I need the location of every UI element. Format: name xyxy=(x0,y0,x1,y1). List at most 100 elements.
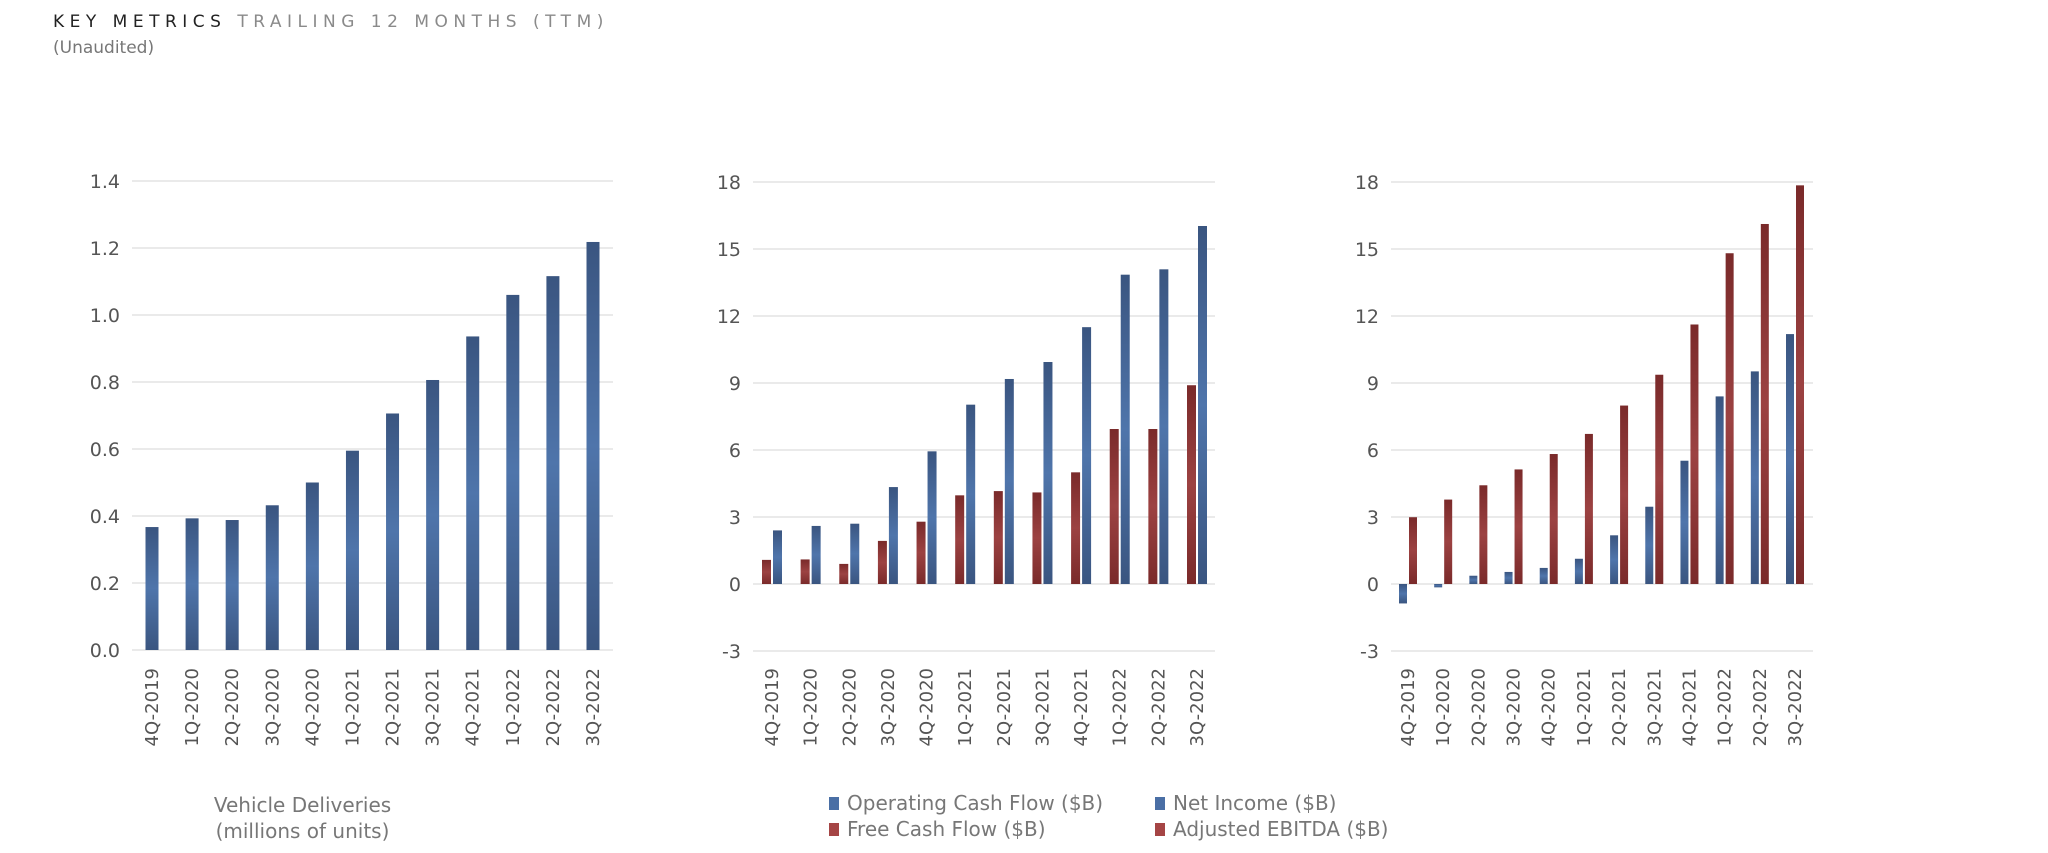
bar-red xyxy=(1655,374,1664,584)
title-main: KEY METRICS xyxy=(53,12,227,32)
y-tick-label: 18 xyxy=(1355,172,1379,194)
page-title: KEY METRICS TRAILING 12 MONTHS (TTM) xyxy=(53,12,609,32)
x-tick-label: 2Q-2020 xyxy=(839,668,860,746)
x-tick-label: 4Q-2019 xyxy=(1398,668,1419,746)
bar-blue xyxy=(1610,535,1619,584)
bar-blue xyxy=(811,525,821,584)
bar-red xyxy=(1409,517,1417,584)
x-tick-label: 2Q-2021 xyxy=(994,668,1015,746)
bar-blue xyxy=(1750,371,1759,584)
bar-red xyxy=(1032,492,1042,584)
x-tick-label: 1Q-2021 xyxy=(342,668,363,746)
bar-blue xyxy=(546,276,560,650)
y-tick-label: 0.8 xyxy=(90,372,120,394)
bar-blue xyxy=(345,450,359,650)
bar-blue xyxy=(1645,506,1654,584)
y-tick-label: 0.2 xyxy=(90,573,120,595)
x-tick-label: 1Q-2022 xyxy=(1110,668,1131,746)
y-tick-label: 0.4 xyxy=(90,506,120,528)
bar-blue xyxy=(386,413,400,650)
bar-blue xyxy=(966,404,976,584)
y-tick-label: 1.0 xyxy=(90,305,120,327)
bar-red xyxy=(1444,499,1453,584)
x-tick-label: 3Q-2022 xyxy=(583,668,604,746)
legend-label: Adjusted EBITDA ($B) xyxy=(1173,817,1389,841)
bar-red xyxy=(1796,185,1804,584)
unaudited-note: (Unaudited) xyxy=(53,38,155,58)
bar-red xyxy=(1690,324,1699,584)
bar-red xyxy=(762,559,771,584)
y-tick-label: 0.6 xyxy=(90,439,120,461)
legend-label: Free Cash Flow ($B) xyxy=(847,817,1046,841)
y-tick-label: 12 xyxy=(717,306,741,328)
x-tick-label: 3Q-2021 xyxy=(423,668,444,746)
bar-blue xyxy=(466,336,480,650)
y-tick-label: 15 xyxy=(717,239,741,261)
bar-blue xyxy=(145,527,159,650)
x-tick-label: 1Q-2022 xyxy=(503,668,524,746)
bar-red xyxy=(955,495,965,584)
bar-blue xyxy=(265,505,279,650)
bar-blue xyxy=(586,241,600,650)
bar-blue xyxy=(1198,225,1207,584)
bar-blue xyxy=(426,379,440,650)
bar-red xyxy=(1584,433,1593,584)
chart-caption: (millions of units) xyxy=(216,819,390,843)
bar-red xyxy=(1148,429,1158,584)
x-tick-label: 4Q-2021 xyxy=(463,668,484,746)
y-tick-label: 9 xyxy=(1367,373,1379,395)
y-tick-label: 3 xyxy=(1367,507,1379,529)
x-tick-label: 3Q-2021 xyxy=(1032,668,1053,746)
bar-blue xyxy=(1504,571,1513,584)
x-tick-label: 1Q-2020 xyxy=(182,668,203,746)
bar-red xyxy=(1549,454,1558,584)
chart-caption: Vehicle Deliveries xyxy=(214,793,391,817)
bar-blue xyxy=(1159,269,1169,584)
bar-red xyxy=(1479,485,1488,584)
x-tick-label: 2Q-2022 xyxy=(1750,668,1771,746)
bar-blue xyxy=(185,518,199,650)
bar-blue xyxy=(1680,460,1689,584)
bar-red xyxy=(839,563,849,584)
y-tick-label: 0 xyxy=(1367,574,1379,596)
bar-red xyxy=(1109,429,1119,584)
x-tick-label: 3Q-2020 xyxy=(1504,668,1525,746)
x-tick-label: 2Q-2020 xyxy=(1468,668,1489,746)
x-tick-label: 4Q-2021 xyxy=(1071,668,1092,746)
x-tick-label: 1Q-2021 xyxy=(955,668,976,746)
legend-label: Operating Cash Flow ($B) xyxy=(847,791,1103,815)
x-tick-label: 3Q-2020 xyxy=(262,668,283,746)
legend-swatch-red xyxy=(829,823,839,836)
bar-red xyxy=(800,559,810,584)
x-tick-label: 4Q-2020 xyxy=(302,668,323,746)
bar-blue xyxy=(850,523,860,584)
legend-label: Net Income ($B) xyxy=(1173,791,1336,815)
chart-2: -3 0 3 6 9 12 15 18 4Q-2019 1Q-2020 2Q-2020 3Q-2020… xyxy=(717,172,1215,841)
x-tick-label: 3Q-2021 xyxy=(1644,668,1665,746)
y-tick-label: 6 xyxy=(1367,440,1379,462)
bar-blue xyxy=(305,482,319,650)
y-tick-label: 9 xyxy=(729,373,741,395)
bar-blue xyxy=(927,451,937,584)
x-tick-label: 4Q-2020 xyxy=(1539,668,1560,746)
y-tick-label: 1.4 xyxy=(90,171,120,193)
y-tick-label: 18 xyxy=(717,172,741,194)
bar-red xyxy=(1187,385,1196,584)
bar-blue xyxy=(1715,396,1724,584)
y-tick-label: -3 xyxy=(722,641,741,663)
legend-swatch-red xyxy=(1155,823,1165,836)
chart-3: -3 0 3 6 9 12 15 18 4Q-2019 1Q-2020 2Q-2020 3Q-2020… xyxy=(1155,172,1813,841)
x-tick-label: 4Q-2020 xyxy=(917,668,938,746)
bar-red xyxy=(916,521,926,584)
bar-red xyxy=(1725,253,1734,584)
bar-red xyxy=(1071,472,1081,584)
x-tick-label: 1Q-2022 xyxy=(1715,668,1736,746)
x-tick-label: 3Q-2022 xyxy=(1187,668,1208,746)
x-tick-label: 3Q-2020 xyxy=(878,668,899,746)
x-tick-label: 1Q-2020 xyxy=(801,668,822,746)
chart-1: 0.0 0.2 0.4 0.6 0.8 1.0 1.2 1.4 4Q-2019 1Q-2020 2Q… xyxy=(90,171,613,843)
bar-blue xyxy=(225,520,239,650)
y-tick-label: 3 xyxy=(729,507,741,529)
y-tick-label: 15 xyxy=(1355,239,1379,261)
x-tick-label: 3Q-2022 xyxy=(1785,668,1806,746)
